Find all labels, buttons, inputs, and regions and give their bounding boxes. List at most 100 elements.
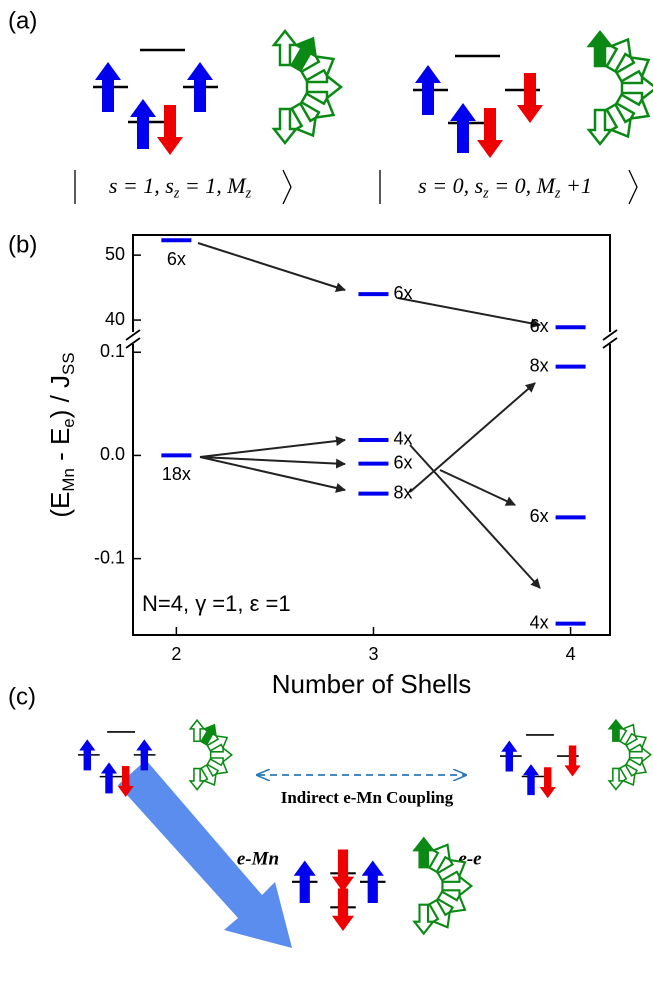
mn-spin [619,764,636,786]
panel-label: (b) [8,231,37,258]
y-tick-label: 0.1 [100,341,125,361]
spin-config [500,718,652,799]
mn-spin [200,764,217,787]
axis-break [125,329,618,349]
mn-spin [614,55,651,84]
text-part: s = 1, s [109,173,174,198]
mn-spin [188,767,206,791]
spin-config [413,29,653,158]
spin-config [93,28,344,155]
mn-spin [441,874,474,898]
y-tick-label: -0.1 [94,547,125,567]
degeneracy-label: 6x [393,283,412,303]
ket-label: s = 0, sz = 0, Mz +1 [418,173,592,202]
spin-config [292,836,474,936]
subscript: z [173,186,180,202]
mn-spin [607,767,625,791]
spin-arrow [539,767,556,799]
spin-arrow [522,764,540,796]
degeneracy-label: 4x [393,429,412,449]
text-part: +1 [560,173,591,198]
mn-spin [436,890,467,914]
mn-spin [206,734,229,752]
y-axis-label: (EMn - Ee) / JSS [45,352,78,517]
spin-arrow [361,860,384,903]
degeneracy-label: 6x [530,316,549,336]
subscript: e [59,418,78,427]
subscript: z [554,186,561,202]
spin-arrow [95,62,121,112]
text-part: ) / J [45,375,75,418]
annotation: N=4, γ =1, ε =1 [142,591,291,616]
subscript: SS [59,352,78,375]
mn-spin [628,746,652,764]
plot-frame [132,234,611,636]
x-tick-label: 3 [368,644,378,664]
mn-spin [289,101,318,138]
mn-spin [604,102,633,139]
chart: 2 3 4 40 50 6x 6x 6x -0.1 0.0 0.1 18x 4x 6x 8x 8x 6x 4x N=… [45,234,620,699]
mn-spin [206,757,229,775]
transfer-arrow [118,760,292,948]
transition-arrow [197,242,541,589]
mn-spin [299,91,336,120]
mn-spin [436,858,467,882]
x-axis-label: Number of Shells [272,669,471,699]
mn-spin [412,836,436,869]
y-tick-label: 50 [105,244,125,264]
coupling-left: e-Mn [237,848,279,869]
spin-arrow [187,62,213,112]
text-part: - E [45,428,75,468]
spin-arrow [79,739,96,771]
mn-spin [412,903,436,936]
ket-label: s = 1, sz = 1, Mz [109,173,252,202]
spin-arrow [564,745,581,777]
subscript: Mn [59,468,78,491]
degeneracy-label: 8x [530,355,549,375]
mn-spin [625,734,648,752]
text-part: = 0, M [489,173,557,198]
mn-spin [607,718,625,742]
mn-spin [209,746,234,764]
spin-arrow [477,108,503,158]
mn-spin [586,29,614,68]
x-tick-label: 2 [171,644,181,664]
panel-label: (a) [8,7,37,34]
spin-arrow [450,103,476,153]
degeneracy-label: 6x [393,452,412,472]
mn-spin [188,718,206,743]
degeneracy-label: 6x [167,249,186,269]
text-part: (E [45,492,75,518]
mn-spin [620,74,653,102]
coupling-label: Indirect e-Mn Coupling [281,788,454,807]
degeneracy-label: 6x [530,506,549,526]
text-part: s = 0, s [418,173,483,198]
spin-arrow [293,860,316,903]
panel-label: (c) [8,683,36,710]
spin-arrow [331,888,355,932]
ket-bracket [74,169,638,205]
subscript: z [245,186,252,202]
mn-spin [289,36,318,73]
mn-spin [586,108,614,147]
y-tick-label: 0.0 [100,444,125,464]
spin-arrow [331,849,355,892]
mn-spin [299,54,336,83]
spin-arrow [501,740,518,772]
subscript: z [482,186,489,202]
y-tick-label: 40 [105,309,125,329]
mn-spin [614,92,651,121]
mn-spin [427,898,452,929]
mn-spin [271,107,299,146]
mn-spin [427,843,452,874]
mn-spin [604,37,633,74]
degeneracy-label: 4x [530,612,549,632]
degeneracy-label: 18x [162,464,191,484]
mn-spin [271,28,299,67]
spin-arrow [130,99,156,149]
text-part: = 1, M [179,173,247,198]
x-tick-label: 4 [566,644,576,664]
spin-arrow [415,65,441,115]
mn-spin [619,723,636,746]
